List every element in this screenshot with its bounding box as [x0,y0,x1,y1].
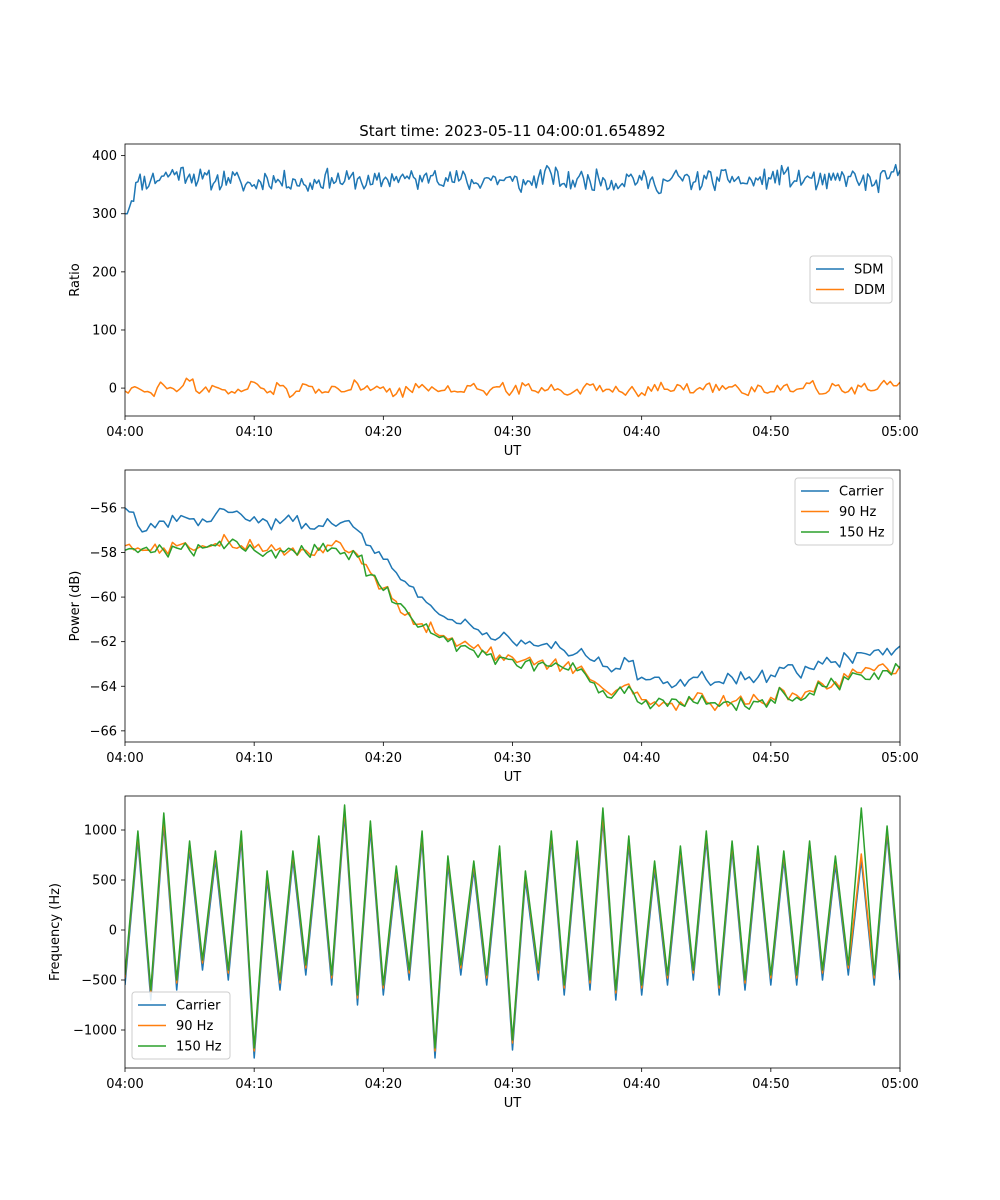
series-line-ddm [125,377,900,399]
ratio-panel: 04:00 04:10 04:20 04:30 04:40 04:50 05:00 0 100 2… [68,143,919,459]
legend-label-sdm: SDM [854,263,883,278]
legend-box [809,255,893,304]
x-tick-label: 04:30 [494,751,531,766]
y-tick-label: 400 [92,149,117,164]
legend-label-ddm: DDM [854,283,885,298]
series-line-150-hz [125,804,900,1049]
legend-box [794,477,894,546]
y-tick-label: −56 [90,501,117,516]
series-line-90-hz [125,808,900,1052]
x-axis-label: UT [504,770,522,785]
y-tick-label: 0 [109,924,117,939]
y-tick-label: 200 [92,265,117,280]
x-tick-label: 04:00 [106,751,143,766]
power-panel: 04:00 04:10 04:20 04:30 04:40 04:50 05:00 −66 −6… [68,469,919,785]
legend-label-carrier: Carrier [176,999,221,1014]
x-tick-label: 05:00 [881,1077,918,1092]
x-axis-label: UT [504,1096,522,1111]
y-tick-label: −58 [90,546,117,561]
x-tick-label: 04:50 [752,751,789,766]
x-tick-label: 04:40 [623,751,660,766]
x-tick-label: 05:00 [881,425,918,440]
x-tick-label: 04:30 [494,1077,531,1092]
y-tick-label: −1000 [73,1024,117,1039]
y-tick-label: −64 [90,680,117,695]
x-tick-label: 04:50 [752,425,789,440]
y-tick-label: −66 [90,724,117,739]
legend-label-90-hz: 90 Hz [839,505,876,520]
series-line-carrier [125,814,900,1059]
y-tick-label: 300 [92,207,117,222]
x-tick-label: 04:00 [106,1077,143,1092]
x-axis-label: UT [504,444,522,459]
y-tick-label: −500 [81,974,117,989]
y-axis-label: Frequency (Hz) [48,883,63,981]
legend-label-150-hz: 150 Hz [839,526,885,541]
series-line-150-hz [125,538,900,712]
x-tick-label: 04:40 [623,1077,660,1092]
x-tick-label: 04:10 [235,1077,272,1092]
y-tick-label: 100 [92,323,117,338]
x-tick-label: 05:00 [881,751,918,766]
y-tick-label: 500 [92,874,117,889]
y-tick-label: 1000 [84,824,117,839]
x-tick-label: 04:50 [752,1077,789,1092]
legend: Carrier 90 Hz 150 Hz [794,477,894,546]
y-tick-label: 0 [109,382,117,397]
series-line-90-hz [125,533,900,712]
x-tick-label: 04:20 [365,1077,402,1092]
legend: Carrier 90 Hz 150 Hz [131,991,231,1060]
legend-label-carrier: Carrier [839,485,884,500]
figure-title: Start time: 2023-05-11 04:00:01.654892 [359,122,665,140]
x-tick-label: 04:00 [106,425,143,440]
legend: SDM DDM [809,255,893,304]
x-tick-label: 04:10 [235,425,272,440]
y-tick-label: −60 [90,591,117,606]
legend-box [131,991,231,1060]
x-tick-label: 04:40 [623,425,660,440]
y-tick-label: −62 [90,635,117,650]
x-tick-label: 04:10 [235,751,272,766]
x-tick-label: 04:30 [494,425,531,440]
legend-label-150-hz: 150 Hz [176,1040,222,1055]
y-axis-label: Power (dB) [68,571,83,642]
series-line-carrier [125,507,900,689]
legend-label-90-hz: 90 Hz [176,1019,213,1034]
series-line-sdm [125,163,900,215]
x-tick-label: 04:20 [365,751,402,766]
frequency-panel: 04:00 04:10 04:20 04:30 04:40 04:50 05:00 −1000… [48,795,919,1111]
x-tick-label: 04:20 [365,425,402,440]
y-axis-label: Ratio [68,263,83,296]
axes-frame [124,469,901,743]
